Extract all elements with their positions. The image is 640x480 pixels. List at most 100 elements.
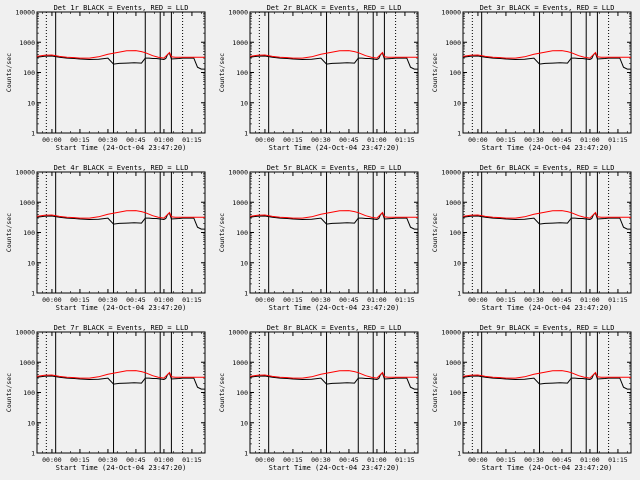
x-tick-label: 00:00 xyxy=(468,296,488,304)
x-tick-label: 00:30 xyxy=(98,296,118,304)
x-tick-label: 01:00 xyxy=(154,456,174,464)
events-series-line xyxy=(462,372,631,390)
x-tick-label: 00:00 xyxy=(255,456,275,464)
x-tick-label: 01:00 xyxy=(154,136,174,144)
x-tick-label: 00:45 xyxy=(339,136,359,144)
lld-series-line xyxy=(462,50,631,59)
lld-series-line xyxy=(462,370,631,379)
x-tick-label: 01:00 xyxy=(580,296,600,304)
x-tick-label: 01:15 xyxy=(395,456,415,464)
y-tick-label: 1 xyxy=(31,130,35,138)
y-tick-label: 100 xyxy=(236,229,248,237)
x-tick-label: 00:00 xyxy=(255,296,275,304)
events-series-line xyxy=(462,52,631,70)
x-tick-label: 01:00 xyxy=(154,296,174,304)
x-tick-label: 00:45 xyxy=(552,456,572,464)
y-tick-label: 10000 xyxy=(228,9,248,17)
events-series-line xyxy=(36,52,205,70)
plot-title: Det 2r BLACK = Events, RED = LLD xyxy=(267,4,402,12)
y-tick-label: 10 xyxy=(27,99,35,107)
x-tick-label: 00:45 xyxy=(339,456,359,464)
x-tick-label: 01:15 xyxy=(608,296,628,304)
x-tick-label: 01:15 xyxy=(182,456,202,464)
lld-series-line xyxy=(249,370,418,379)
plot-frame xyxy=(36,171,206,294)
events-series-line xyxy=(249,52,418,70)
lld-series-line xyxy=(249,210,418,219)
y-tick-label: 1 xyxy=(457,450,461,458)
lld-series-line xyxy=(36,210,205,219)
plot-frame xyxy=(462,171,632,294)
y-tick-label: 100 xyxy=(236,69,248,77)
x-axis-label: Start Time (24-Oct-04 23:47:20) xyxy=(482,464,613,472)
x-tick-label: 00:15 xyxy=(70,136,90,144)
y-tick-label: 1000 xyxy=(445,39,461,47)
y-axis-label: Counts/sec xyxy=(5,53,13,92)
y-tick-label: 1000 xyxy=(445,199,461,207)
x-axis-label: Start Time (24-Oct-04 23:47:20) xyxy=(269,144,400,152)
events-series-line xyxy=(249,212,418,230)
plot-frame xyxy=(249,171,419,294)
y-axis-label: Counts/sec xyxy=(431,373,439,412)
subplot-7: Det 7r BLACK = Events, RED = LLD 1 10 100 10… xyxy=(5,324,206,472)
y-tick-label: 10 xyxy=(453,99,461,107)
x-tick-label: 00:30 xyxy=(524,296,544,304)
plot-frame xyxy=(36,11,206,134)
x-tick-label: 00:45 xyxy=(339,296,359,304)
plot-title: Det 7r BLACK = Events, RED = LLD xyxy=(54,324,189,332)
x-tick-label: 00:00 xyxy=(468,456,488,464)
y-tick-label: 1 xyxy=(244,290,248,298)
y-axis-label: Counts/sec xyxy=(431,213,439,252)
x-axis-label: Start Time (24-Oct-04 23:47:20) xyxy=(269,304,400,312)
x-axis-label: Start Time (24-Oct-04 23:47:20) xyxy=(56,144,187,152)
y-tick-label: 1 xyxy=(244,450,248,458)
plot-frame xyxy=(462,331,632,454)
x-tick-label: 00:15 xyxy=(496,136,516,144)
x-tick-label: 00:30 xyxy=(98,136,118,144)
y-tick-label: 1000 xyxy=(19,39,35,47)
y-tick-label: 10000 xyxy=(15,169,35,177)
y-tick-label: 1 xyxy=(31,450,35,458)
plot-title: Det 8r BLACK = Events, RED = LLD xyxy=(267,324,402,332)
x-tick-label: 01:15 xyxy=(395,296,415,304)
x-tick-label: 00:00 xyxy=(255,136,275,144)
x-tick-label: 01:15 xyxy=(182,136,202,144)
x-tick-label: 00:00 xyxy=(42,456,62,464)
subplot-2: Det 2r BLACK = Events, RED = LLD 1 10 100 10… xyxy=(218,4,419,152)
y-axis-label: Counts/sec xyxy=(431,53,439,92)
y-tick-label: 1 xyxy=(31,290,35,298)
x-tick-label: 00:15 xyxy=(283,456,303,464)
x-tick-label: 00:30 xyxy=(524,136,544,144)
y-tick-label: 100 xyxy=(23,389,35,397)
y-tick-label: 1000 xyxy=(445,359,461,367)
x-tick-label: 01:15 xyxy=(395,136,415,144)
x-tick-label: 01:00 xyxy=(367,296,387,304)
subplot-4: Det 4r BLACK = Events, RED = LLD 1 10 100 10… xyxy=(5,164,206,312)
x-tick-label: 01:15 xyxy=(608,136,628,144)
lld-series-line xyxy=(36,50,205,59)
x-axis-label: Start Time (24-Oct-04 23:47:20) xyxy=(482,144,613,152)
x-axis-label: Start Time (24-Oct-04 23:47:20) xyxy=(56,464,187,472)
plot-title: Det 5r BLACK = Events, RED = LLD xyxy=(267,164,402,172)
x-tick-label: 00:30 xyxy=(524,456,544,464)
plot-title: Det 1r BLACK = Events, RED = LLD xyxy=(54,4,189,12)
y-tick-label: 10 xyxy=(453,259,461,267)
y-tick-label: 10000 xyxy=(441,169,461,177)
x-tick-label: 01:00 xyxy=(367,136,387,144)
subplot-9: Det 9r BLACK = Events, RED = LLD 1 10 100 10… xyxy=(431,324,632,472)
x-tick-label: 01:00 xyxy=(367,456,387,464)
x-tick-label: 01:15 xyxy=(608,456,628,464)
x-tick-label: 00:15 xyxy=(283,136,303,144)
y-axis-label: Counts/sec xyxy=(5,373,13,412)
plot-title: Det 9r BLACK = Events, RED = LLD xyxy=(480,324,615,332)
y-tick-label: 100 xyxy=(23,69,35,77)
y-tick-label: 10 xyxy=(240,99,248,107)
x-axis-label: Start Time (24-Oct-04 23:47:20) xyxy=(482,304,613,312)
y-tick-label: 10000 xyxy=(228,169,248,177)
y-tick-label: 10000 xyxy=(15,9,35,17)
subplot-6: Det 6r BLACK = Events, RED = LLD 1 10 100 10… xyxy=(431,164,632,312)
x-tick-label: 01:00 xyxy=(580,456,600,464)
x-tick-label: 00:45 xyxy=(552,136,572,144)
subplot-5: Det 5r BLACK = Events, RED = LLD 1 10 100 10… xyxy=(218,164,419,312)
y-axis-label: Counts/sec xyxy=(218,373,226,412)
